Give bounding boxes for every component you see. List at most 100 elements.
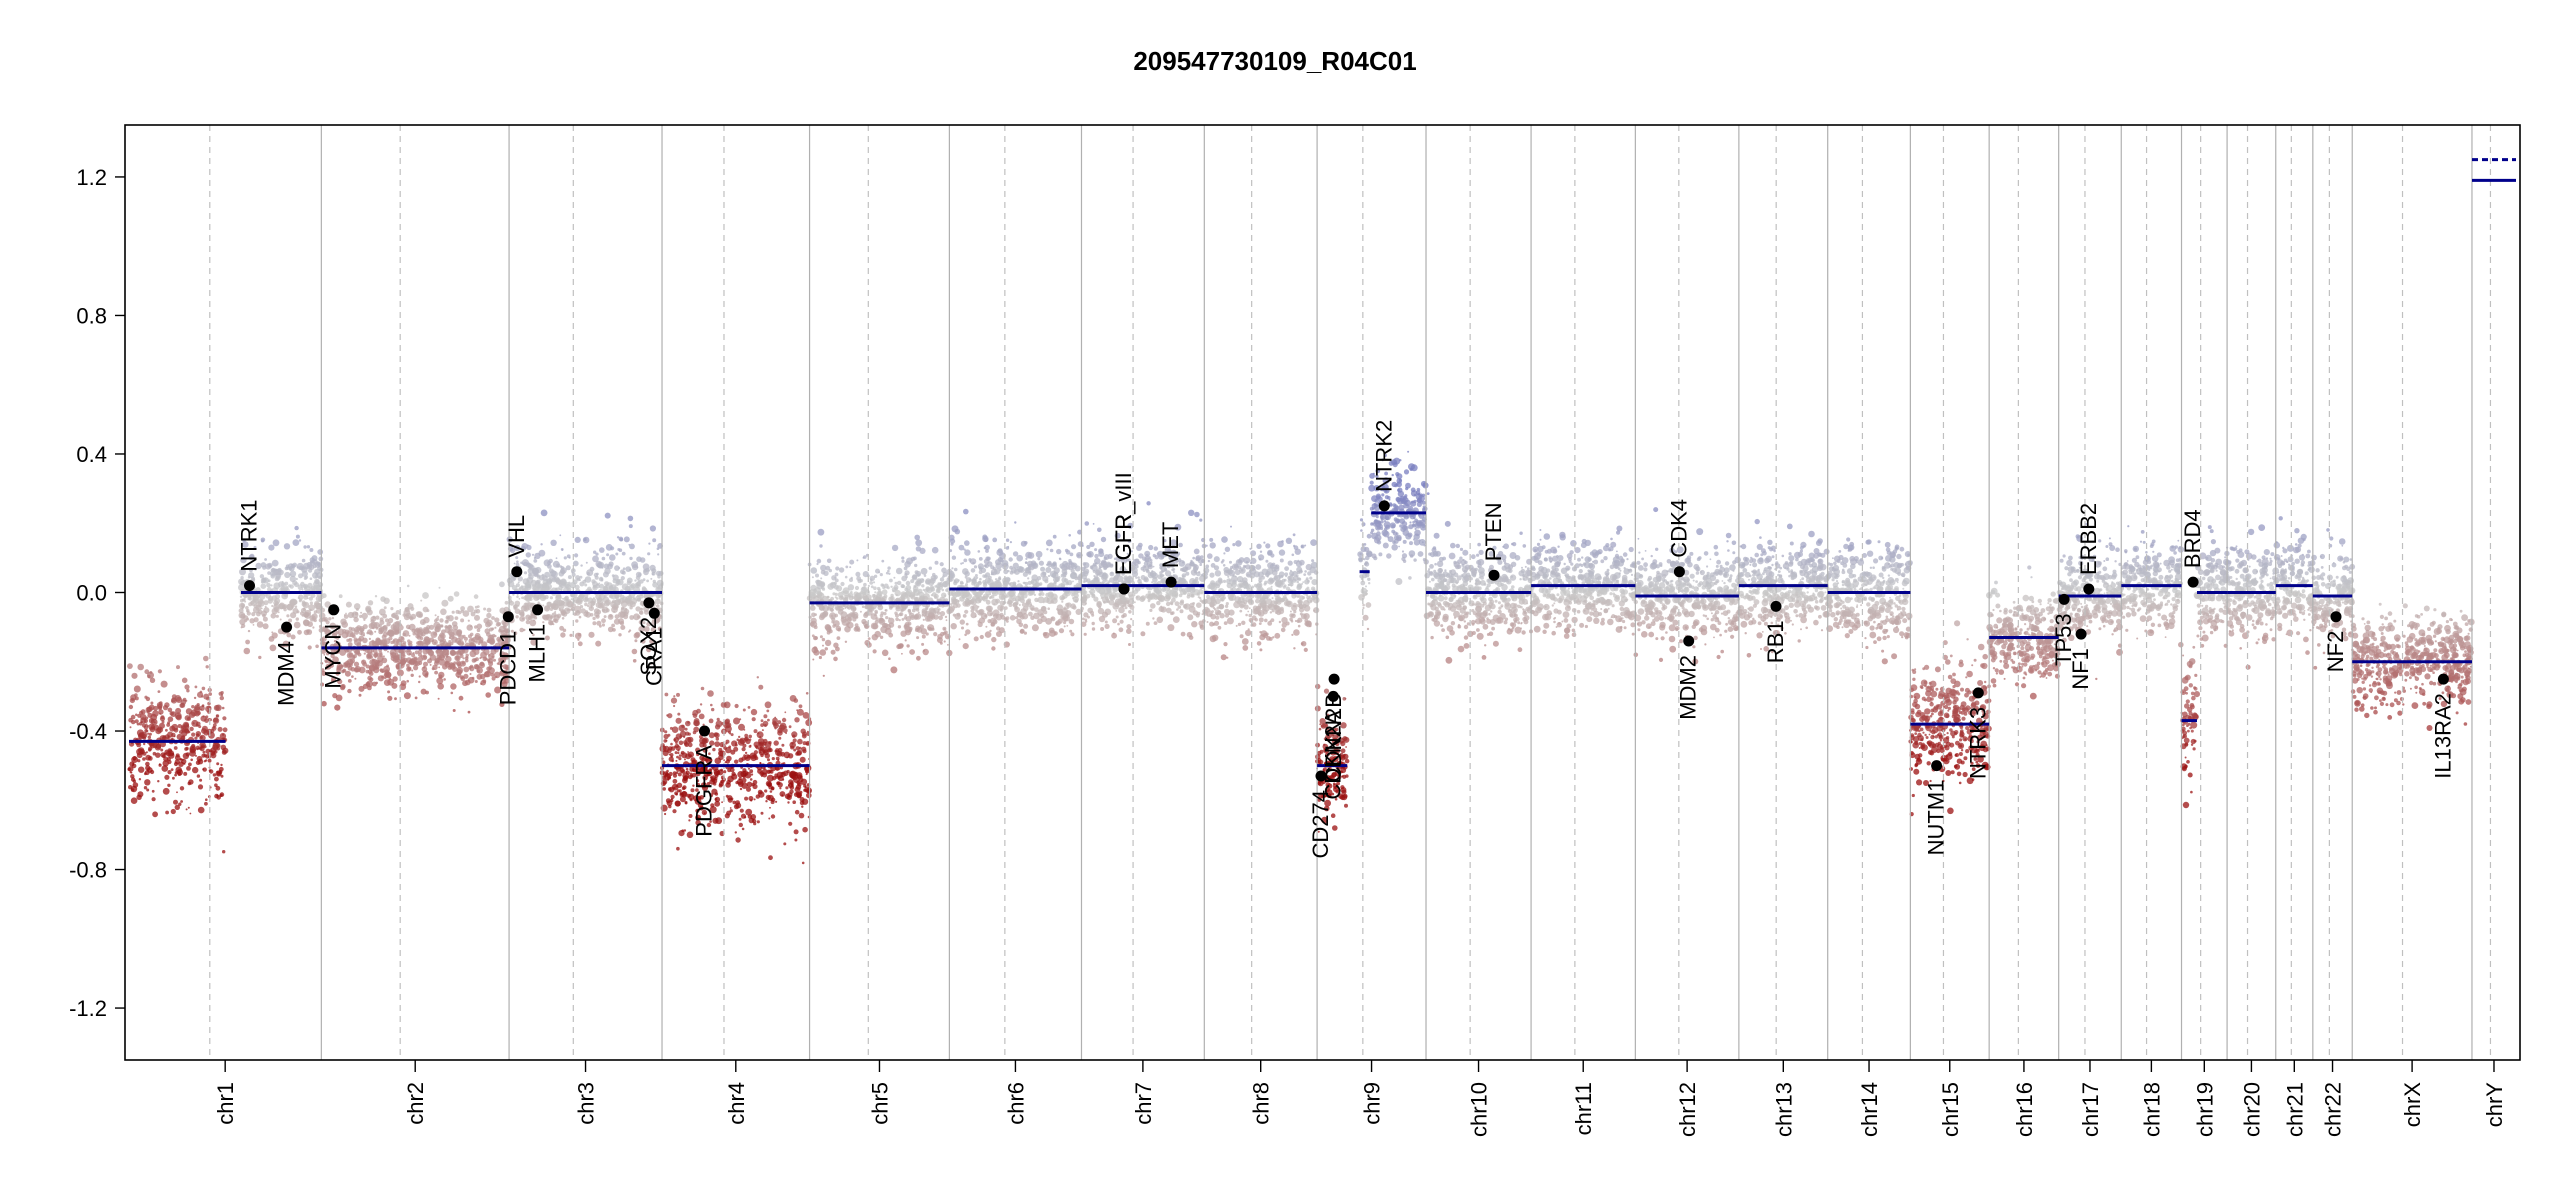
probe-point (820, 570, 826, 575)
probe-point (499, 581, 505, 588)
probe-point (205, 798, 208, 801)
probe-point (469, 673, 472, 675)
probe-point (1073, 584, 1077, 588)
probe-point (1042, 632, 1047, 637)
probe-point (978, 557, 983, 561)
probe-point (451, 663, 456, 668)
probe-point (1097, 590, 1100, 593)
probe-point (549, 621, 554, 625)
probe-point (1047, 562, 1053, 568)
probe-point (427, 658, 432, 664)
probe-point (527, 567, 535, 575)
probe-point (965, 583, 968, 587)
probe-point (1075, 608, 1082, 616)
probe-point (172, 776, 175, 780)
probe-point (434, 657, 440, 664)
probe-point (662, 775, 666, 780)
probe-point (503, 628, 509, 633)
probe-point (437, 697, 440, 700)
probe-point (460, 609, 464, 613)
probe-point (269, 570, 276, 577)
probe-point (974, 615, 977, 618)
probe-point (762, 749, 769, 756)
probe-point (506, 577, 513, 584)
probe-point (331, 632, 338, 639)
probe-point (489, 627, 493, 632)
probe-point (796, 750, 802, 756)
probe-point (1184, 580, 1187, 583)
probe-point (167, 721, 171, 725)
probe-point (1058, 628, 1065, 634)
probe-point (304, 612, 311, 619)
probe-point (1030, 560, 1037, 566)
probe-point (1006, 601, 1011, 605)
probe-point (131, 719, 136, 725)
probe-point (372, 626, 375, 630)
probe-point (1009, 541, 1013, 544)
probe-point (188, 779, 194, 785)
probe-point (324, 660, 328, 664)
probe-point (929, 627, 932, 631)
probe-point (998, 593, 1006, 600)
probe-point (1115, 615, 1119, 619)
probe-point (773, 740, 779, 746)
probe-point (756, 731, 764, 739)
probe-point (414, 696, 418, 700)
probe-point (914, 563, 918, 568)
probe-point (854, 585, 860, 591)
probe-point (925, 578, 932, 585)
probe-point (144, 695, 148, 699)
probe-point (665, 739, 668, 742)
probe-point (1083, 562, 1090, 569)
probe-point (1083, 580, 1086, 584)
probe-point (159, 701, 163, 705)
probe-point (483, 648, 490, 656)
probe-point (937, 633, 943, 640)
probe-point (1200, 591, 1204, 595)
probe-point (222, 850, 226, 854)
probe-point (1024, 561, 1028, 564)
probe-point (1229, 560, 1232, 564)
probe-point (460, 606, 465, 611)
probe-point (763, 714, 768, 719)
probe-point (1140, 631, 1146, 637)
probe-point (1098, 605, 1102, 609)
probe-point (602, 571, 609, 578)
probe-point (605, 544, 613, 551)
probe-point (1063, 625, 1066, 628)
probe-point (994, 578, 998, 581)
probe-point (1050, 616, 1056, 622)
probe-point (548, 568, 554, 574)
probe-point (824, 639, 832, 647)
probe-point (574, 632, 582, 640)
probe-point (318, 599, 322, 602)
probe-point (939, 581, 943, 585)
probe-point (452, 709, 456, 712)
probe-point (990, 565, 995, 570)
probe-point (152, 811, 159, 818)
probe-point (422, 670, 429, 677)
probe-point (833, 656, 838, 662)
probe-point (951, 555, 957, 560)
probe-point (377, 655, 384, 662)
probe-point (1040, 566, 1046, 572)
probe-point (777, 775, 784, 782)
probe-point (775, 800, 778, 803)
probe-point (656, 598, 659, 601)
probe-point (835, 597, 839, 600)
probe-point (157, 780, 160, 783)
probe-point (901, 652, 903, 655)
probe-point (148, 748, 152, 752)
probe-point (989, 629, 992, 633)
probe-point (501, 633, 508, 640)
probe-point (489, 638, 496, 645)
probe-point (520, 561, 523, 565)
probe-point (1152, 617, 1155, 620)
probe-point (189, 726, 194, 732)
probe-point (595, 614, 600, 619)
probe-point (615, 582, 620, 586)
probe-point (1049, 548, 1054, 553)
probe-point (180, 735, 186, 741)
probe-point (768, 817, 771, 820)
probe-point (574, 553, 579, 558)
